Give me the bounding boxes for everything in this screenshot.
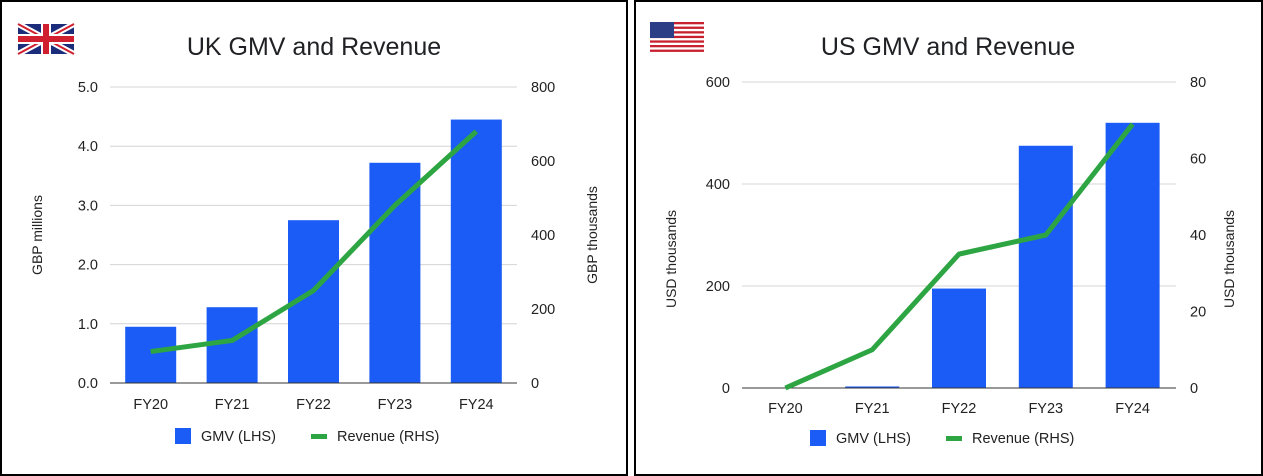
x-tick-label: FY20 — [768, 401, 803, 417]
y-tick-label-left: 2.0 — [78, 258, 98, 274]
x-tick-label: FY24 — [1115, 401, 1150, 417]
y-tick-label-right: 0 — [531, 376, 539, 392]
us-chart: US GMV and Revenue USD thousands USD tho… — [634, 0, 1263, 476]
y-tick-label-left: 200 — [706, 279, 730, 295]
us-chart-panel: US GMV and Revenue USD thousands USD tho… — [634, 0, 1263, 476]
y-axis-right-label: GBP thousands — [584, 186, 600, 284]
y-tick-label-right: 0 — [1190, 381, 1198, 397]
plot-area: 0 200 400 600 0 20 40 60 80 FY20 FY21 FY22 FY23 FY24 — [706, 75, 1206, 417]
revenue-line — [150, 129, 478, 355]
y-tick-label-left: 5.0 — [78, 80, 98, 96]
chart-title: US GMV and Revenue — [821, 33, 1075, 61]
us-flag-icon — [650, 22, 704, 52]
x-tick-label: FY22 — [942, 401, 977, 417]
uk-chart-panel: UK GMV and Revenue GBP millions GBP thou… — [0, 0, 628, 476]
y-tick-label-right: 60 — [1190, 152, 1206, 168]
gmv-bar-fy23 — [1018, 145, 1073, 388]
y-tick-label-right: 80 — [1190, 75, 1206, 91]
legend-label-gmv: GMV (LHS) — [836, 431, 911, 447]
legend: GMV (LHS) Revenue (RHS) — [810, 430, 1074, 447]
x-tick-label: FY21 — [855, 401, 890, 417]
legend-swatch-revenue — [946, 436, 962, 441]
gmv-bar-fy22 — [932, 288, 986, 388]
uk-flag-icon — [16, 21, 76, 57]
y-tick-label-left: 4.0 — [78, 139, 98, 155]
gmv-bar-fy21 — [845, 386, 900, 388]
y-tick-label-right: 20 — [1190, 305, 1206, 321]
y-tick-label-left: 1.0 — [78, 317, 98, 333]
y-axis-left-label: GBP millions — [29, 195, 45, 275]
y-tick-label-right: 400 — [531, 228, 555, 244]
y-tick-label-left: 600 — [706, 75, 730, 91]
y-tick-label-right: 800 — [531, 80, 555, 96]
chart-border — [634, 0, 1263, 476]
y-tick-label-left: 0 — [722, 381, 730, 397]
gmv-bar-fy20 — [125, 326, 177, 383]
y-tick-label-right: 600 — [531, 154, 555, 170]
y-tick-label-left: 0.0 — [78, 376, 98, 392]
legend: GMV (LHS) Revenue (RHS) — [175, 428, 439, 445]
gmv-bar-fy23 — [369, 162, 421, 383]
y-axis-right-label: USD thousands — [1221, 210, 1237, 308]
revenue-line — [784, 122, 1135, 391]
chart-title: UK GMV and Revenue — [187, 33, 441, 61]
x-tick-label: FY23 — [1028, 401, 1063, 417]
y-tick-label-right: 40 — [1190, 228, 1206, 244]
gmv-bar-fy24 — [1105, 122, 1160, 389]
plot-area: 0.0 1.0 2.0 3.0 4.0 5.0 0 200 400 600 800 FY20 FY21 F… — [78, 80, 555, 413]
y-tick-label-left: 3.0 — [78, 198, 98, 214]
gmv-bar-fy24 — [450, 119, 502, 383]
y-tick-label-right: 200 — [531, 302, 555, 318]
legend-label-revenue: Revenue (RHS) — [972, 431, 1074, 447]
x-tick-label: FY24 — [459, 397, 494, 413]
x-tick-label: FY21 — [215, 397, 250, 413]
x-tick-label: FY22 — [296, 397, 331, 413]
legend-label-gmv: GMV (LHS) — [201, 429, 276, 445]
y-axis-left-label: USD thousands — [663, 210, 679, 308]
legend-label-revenue: Revenue (RHS) — [337, 429, 439, 445]
x-tick-label: FY23 — [378, 397, 413, 413]
uk-chart: UK GMV and Revenue GBP millions GBP thou… — [0, 0, 628, 476]
legend-swatch-revenue — [311, 434, 327, 439]
x-tick-label: FY20 — [133, 397, 168, 413]
legend-swatch-gmv — [810, 430, 826, 446]
legend-swatch-gmv — [175, 428, 191, 444]
y-tick-label-left: 400 — [706, 177, 730, 193]
